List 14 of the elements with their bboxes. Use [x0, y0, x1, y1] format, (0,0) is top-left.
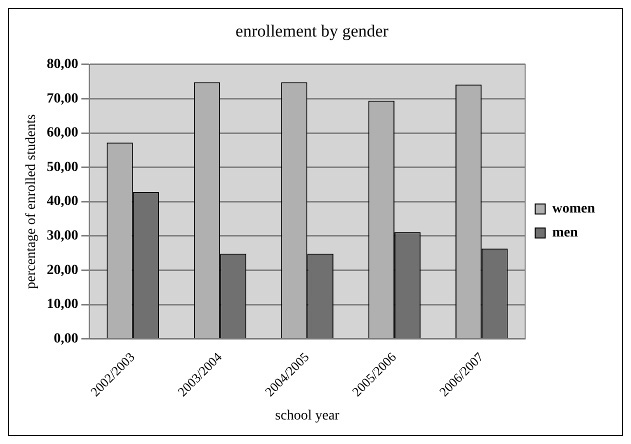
legend-label: men: [552, 226, 578, 241]
y-tick-label: 20,00: [46, 262, 78, 278]
y-tick-label: 30,00: [46, 228, 78, 244]
y-axis-title: percentage of enrolled students: [24, 114, 40, 289]
y-tick-label: 50,00: [46, 160, 78, 175]
y-tick-label: 70,00: [46, 91, 78, 106]
y-tick-label: 60,00: [46, 126, 78, 141]
x-axis-title: school year: [275, 408, 340, 424]
legend-label: women: [552, 202, 596, 217]
y-tick-label: 10,00: [46, 297, 78, 312]
y-tick-label: 40,00: [46, 194, 78, 210]
y-tick-label: 80,00: [46, 57, 78, 72]
chart-title: enrollement by gender: [236, 22, 389, 41]
y-tick-label: 0,00: [54, 331, 78, 346]
